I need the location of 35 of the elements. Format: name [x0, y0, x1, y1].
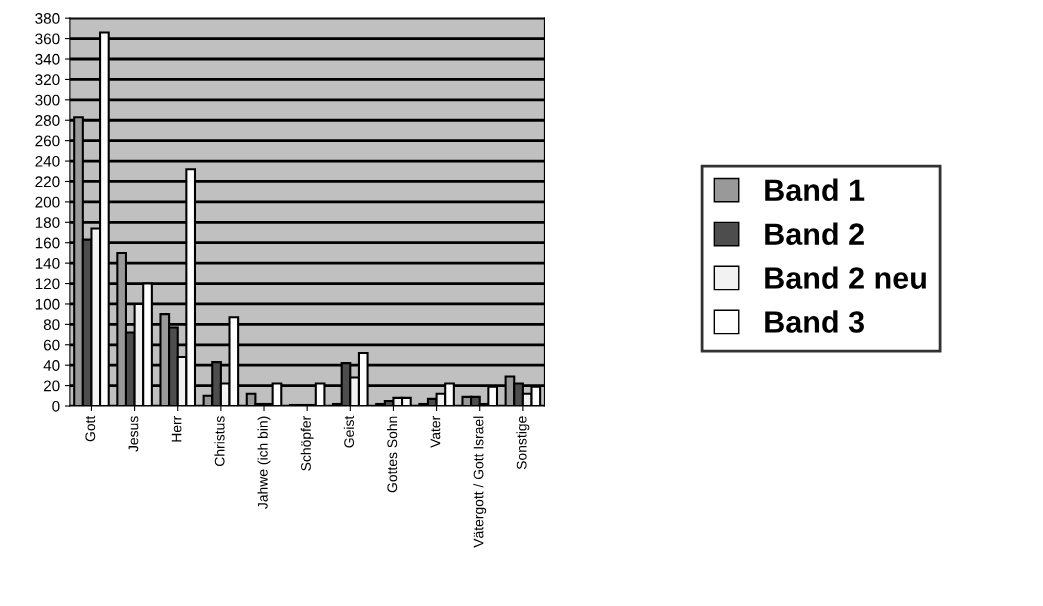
y-tick-label: 80 — [43, 319, 60, 331]
y-tick-label: 120 — [35, 278, 60, 290]
x-tick-label: Schöpfer — [300, 415, 314, 471]
x-tick-label: Vätergott / Gott Israel — [473, 416, 487, 548]
y-tick-label: 260 — [35, 135, 60, 147]
x-tick-label: Gottes Sohn — [386, 416, 398, 493]
legend-label: Band 2 — [765, 222, 864, 245]
y-tick-label: 20 — [43, 380, 60, 392]
y-tick-label: 140 — [35, 258, 60, 269]
x-tick-label: Gott — [85, 415, 96, 442]
y-tick-label: 60 — [43, 339, 60, 351]
y-tick-label: 100 — [35, 298, 60, 310]
y-tick-label: 380 — [35, 13, 60, 24]
y-tick-label: 40 — [43, 360, 60, 371]
legend-label: Band 3 — [765, 310, 864, 333]
x-tick-label: Jahwe (ich bin) — [257, 416, 271, 509]
y-tick-label: 320 — [35, 74, 60, 86]
x-tick-label: Vater — [430, 415, 441, 448]
y-tick-label: 200 — [35, 196, 60, 208]
y-tick-label: 280 — [35, 115, 60, 126]
x-tick-label: Jesus — [128, 416, 139, 452]
legend-label: Band 1 — [765, 178, 865, 202]
legend-label: Band 2 neu — [765, 266, 926, 289]
y-tick-label: 340 — [35, 53, 60, 65]
y-tick-label: 180 — [35, 217, 60, 228]
y-tick-label: 360 — [35, 33, 60, 45]
x-tick-label: Herr — [171, 415, 182, 442]
y-tick-label: 240 — [35, 155, 60, 167]
y-tick-label: 160 — [35, 237, 60, 249]
y-tick-label: 220 — [35, 176, 60, 188]
y-tick-label: 300 — [35, 94, 60, 106]
x-tick-label: Geist — [343, 415, 355, 448]
x-tick-label: Christus — [214, 416, 225, 466]
y-tick-label: 0 — [52, 400, 60, 412]
x-tick-label: Sonstige — [516, 416, 530, 470]
